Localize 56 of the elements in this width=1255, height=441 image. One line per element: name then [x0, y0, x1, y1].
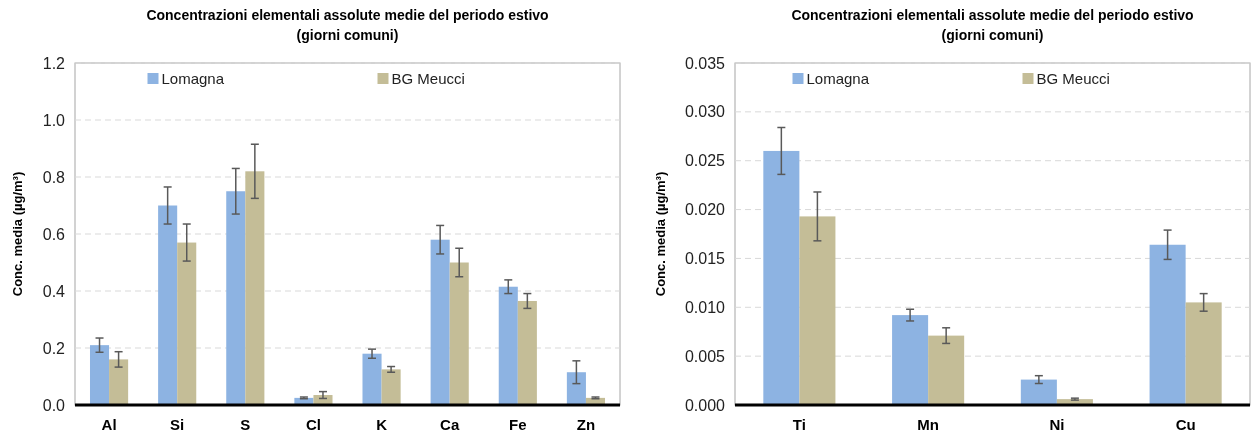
x-tick-label: Si [170, 415, 185, 433]
x-tick-label: Ni [1049, 415, 1065, 433]
bar [763, 150, 800, 405]
bar [799, 216, 836, 405]
bar [1185, 302, 1222, 405]
x-tick-label: Ca [440, 415, 460, 433]
y-tick-label: 0.6 [42, 225, 66, 243]
bar [245, 171, 265, 405]
y-tick-label: 1.0 [42, 111, 66, 129]
y-tick-label: 1.2 [42, 54, 66, 72]
x-tick-label: Zn [576, 415, 596, 433]
y-axis-title: Conc. media (µg/m³) [10, 171, 25, 297]
chart-title: Concentrazioni elementali assolute medie del periodo estivo (giorni comuni) [146, 7, 549, 43]
x-tick-label: Cu [1175, 415, 1196, 433]
y-axis-title: Conc. media (µg/m³) [653, 171, 668, 297]
bar [226, 191, 246, 405]
x-tick-label: Al [101, 415, 117, 433]
bar [313, 395, 333, 405]
y-tick-label: 0.000 [684, 396, 726, 414]
bar [928, 335, 965, 405]
bar [381, 369, 401, 405]
y-tick-label: 0.8 [42, 168, 66, 186]
x-tick-label: Cl [305, 415, 321, 433]
y-tick-label: 0.020 [684, 201, 726, 219]
y-tick-label: 0.2 [42, 339, 66, 357]
y-tick-label: 0.0 [42, 396, 66, 414]
y-tick-label: 0.005 [684, 347, 726, 365]
bar [1020, 379, 1057, 405]
y-tick-label: 0.010 [684, 298, 726, 316]
bar [566, 372, 586, 405]
y-tick-label: 0.030 [684, 103, 726, 121]
bar [449, 262, 469, 405]
x-tick-label: Mn [917, 415, 939, 433]
bar [498, 286, 518, 405]
y-tick-label: 0.015 [684, 250, 726, 268]
bar [89, 345, 110, 405]
bar [109, 359, 129, 405]
x-tick-label: S [240, 415, 251, 433]
x-tick-label: Ti [792, 415, 806, 433]
legend-label: BG Meucci [391, 70, 465, 87]
bar [177, 242, 197, 405]
legend-label: Lomagna [806, 70, 870, 87]
bar [517, 300, 537, 405]
bar [430, 239, 450, 405]
y-tick-label: 0.025 [684, 152, 726, 170]
x-tick-label: K [376, 415, 388, 433]
bar [1149, 244, 1186, 405]
bar [362, 353, 382, 405]
legend-label: BG Meucci [1036, 70, 1110, 87]
y-tick-label: 0.4 [42, 282, 66, 300]
bar [158, 205, 178, 405]
x-tick-label: Fe [509, 415, 527, 433]
bar [892, 315, 929, 405]
legend-label: Lomagna [161, 70, 225, 87]
chart-title: Concentrazioni elementali assolute medie del periodo estivo (giorni comuni) [791, 7, 1194, 43]
y-tick-label: 0.035 [684, 54, 726, 72]
